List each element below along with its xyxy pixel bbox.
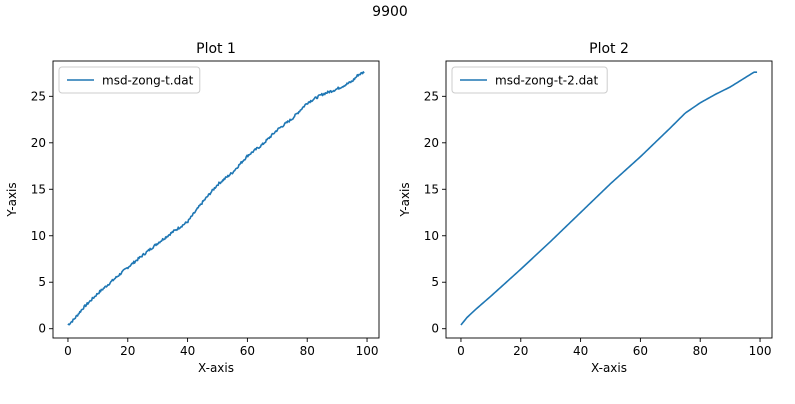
plot-title: Plot 2 [589, 41, 629, 57]
x-tick-label: 100 [749, 344, 772, 358]
axes-frame [52, 60, 380, 339]
x-axis-label: X-axis [591, 361, 627, 375]
figure-suptitle: 9900 [372, 4, 408, 20]
x-tick-label: 100 [356, 344, 379, 358]
y-tick-label: 25 [31, 89, 46, 103]
x-tick-label: 20 [513, 344, 528, 358]
legend-label: msd-zong-t.dat [102, 74, 194, 88]
y-tick-label: 5 [431, 275, 439, 289]
y-tick-label: 0 [431, 322, 439, 336]
plot-1: Plot 1 0 20 40 60 80 100 0 5 10 15 20 25 X-axis Y-axis… [5, 41, 380, 375]
y-tick-label: 25 [424, 89, 439, 103]
x-tick-label: 80 [693, 344, 708, 358]
y-tick-label: 15 [31, 182, 46, 196]
plot-title: Plot 1 [196, 41, 236, 57]
y-tick-label: 20 [31, 136, 46, 150]
y-tick-label: 10 [31, 229, 46, 243]
x-tick-label: 80 [300, 344, 315, 358]
x-tick-label: 40 [180, 344, 195, 358]
x-tick-label: 20 [120, 344, 135, 358]
y-axis-label: Y-axis [398, 182, 412, 217]
series-line-1 [67, 71, 365, 326]
y-axis-label: Y-axis [5, 182, 19, 217]
x-tick-label: 60 [633, 344, 648, 358]
x-tick-label: 0 [457, 344, 465, 358]
x-tick-label: 60 [240, 344, 255, 358]
y-tick-label: 10 [424, 229, 439, 243]
axes-frame [445, 60, 773, 339]
y-tick-label: 20 [424, 136, 439, 150]
legend-box [58, 66, 201, 94]
plot-2: Plot 2 0 20 40 60 80 100 0 5 10 15 20 25 X-axis Y-axis… [398, 41, 773, 375]
x-axis-label: X-axis [198, 361, 234, 375]
legend-label: msd-zong-t-2.dat [495, 74, 599, 88]
y-tick-label: 0 [38, 322, 46, 336]
legend-box [451, 66, 608, 94]
x-tick-label: 40 [573, 344, 588, 358]
series-line-1 [460, 71, 758, 326]
y-tick-label: 15 [424, 182, 439, 196]
x-tick-label: 0 [64, 344, 72, 358]
y-tick-label: 5 [38, 275, 46, 289]
